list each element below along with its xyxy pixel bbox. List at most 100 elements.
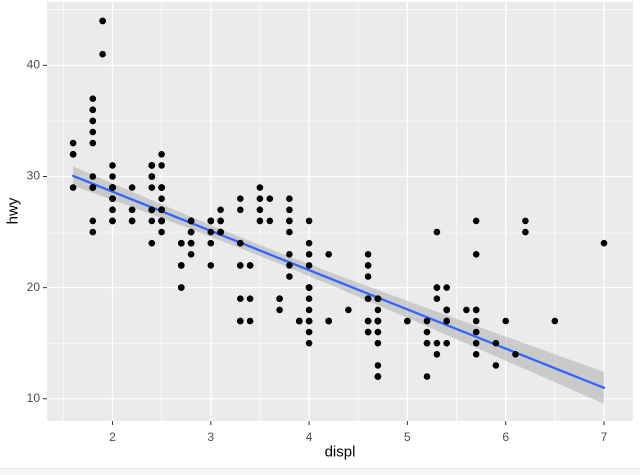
data-point: [512, 351, 519, 358]
data-point: [158, 151, 165, 158]
data-point: [158, 184, 165, 191]
data-point: [305, 339, 313, 347]
data-point: [423, 339, 431, 347]
data-point: [364, 328, 372, 336]
data-point: [187, 239, 195, 247]
data-point: [89, 228, 97, 236]
x-tick-label: 2: [109, 430, 116, 444]
data-point: [443, 317, 451, 325]
data-point: [109, 184, 116, 191]
x-axis-title: displ: [324, 443, 356, 461]
data-point: [89, 117, 97, 125]
data-point: [89, 128, 97, 136]
data-point: [148, 162, 156, 169]
data-point: [217, 217, 224, 225]
data-point: [158, 217, 165, 225]
data-point: [325, 317, 333, 325]
data-point: [364, 295, 372, 303]
data-point: [492, 339, 500, 347]
data-point: [109, 195, 116, 202]
data-point: [286, 273, 293, 280]
data-point: [207, 262, 215, 269]
data-point: [364, 262, 372, 269]
data-point: [158, 162, 165, 169]
data-point: [148, 173, 156, 180]
data-point: [305, 284, 313, 291]
y-axis-title: hwy: [4, 197, 22, 225]
data-point: [492, 362, 500, 369]
data-point: [69, 139, 77, 147]
data-point: [305, 262, 313, 269]
data-point: [276, 306, 283, 314]
data-point: [433, 284, 441, 291]
data-point: [472, 317, 480, 325]
data-point: [364, 273, 372, 280]
data-point: [217, 228, 224, 236]
data-point: [364, 317, 372, 325]
data-point: [345, 306, 352, 314]
data-point: [286, 251, 293, 258]
data-point: [472, 217, 480, 225]
data-point: [207, 217, 215, 225]
data-point: [207, 239, 215, 247]
data-point: [89, 173, 97, 180]
data-point: [158, 228, 165, 236]
data-point: [374, 295, 382, 303]
data-point: [89, 95, 97, 102]
data-point: [502, 317, 510, 325]
data-point: [522, 228, 529, 236]
data-point: [128, 217, 136, 225]
pane-divider: [0, 468, 640, 475]
data-point: [423, 328, 431, 336]
data-point: [472, 306, 480, 314]
data-point: [109, 173, 116, 180]
data-point: [472, 351, 480, 358]
data-point: [374, 328, 382, 336]
data-point: [187, 251, 195, 258]
x-tick-label: 3: [207, 430, 214, 444]
data-point: [128, 206, 136, 214]
data-point: [217, 206, 224, 214]
data-point: [433, 295, 441, 303]
data-point: [99, 17, 106, 25]
data-point: [443, 339, 451, 347]
data-point: [246, 262, 254, 269]
data-point: [148, 217, 156, 225]
data-point: [472, 339, 480, 347]
data-point: [286, 217, 293, 225]
data-point: [237, 317, 244, 325]
y-tick-label: 20: [27, 280, 41, 294]
data-point: [423, 373, 431, 380]
data-point: [472, 328, 480, 336]
data-point: [256, 217, 264, 225]
confidence-ribbon: [73, 166, 605, 404]
data-point: [237, 195, 244, 202]
data-point: [246, 317, 254, 325]
data-point: [305, 217, 313, 225]
data-point: [178, 262, 185, 269]
y-tick-label: 10: [27, 391, 41, 405]
x-tick-label: 5: [404, 430, 411, 444]
x-tick-label: 6: [502, 430, 509, 444]
y-tick-label: 30: [27, 169, 41, 183]
data-point: [463, 306, 470, 314]
data-point: [207, 228, 215, 236]
data-point: [148, 206, 156, 214]
data-point: [69, 184, 77, 191]
data-point: [148, 239, 156, 247]
x-tick-label: 4: [306, 430, 313, 444]
data-point: [266, 217, 274, 225]
data-point: [256, 184, 264, 191]
data-point: [433, 351, 441, 358]
data-point: [286, 228, 293, 236]
data-point: [374, 306, 382, 314]
data-point: [89, 184, 97, 191]
data-point: [364, 251, 372, 258]
data-point: [99, 50, 106, 58]
data-point: [296, 317, 303, 325]
data-point: [178, 239, 185, 247]
data-point: [266, 195, 274, 202]
data-point: [433, 228, 441, 236]
